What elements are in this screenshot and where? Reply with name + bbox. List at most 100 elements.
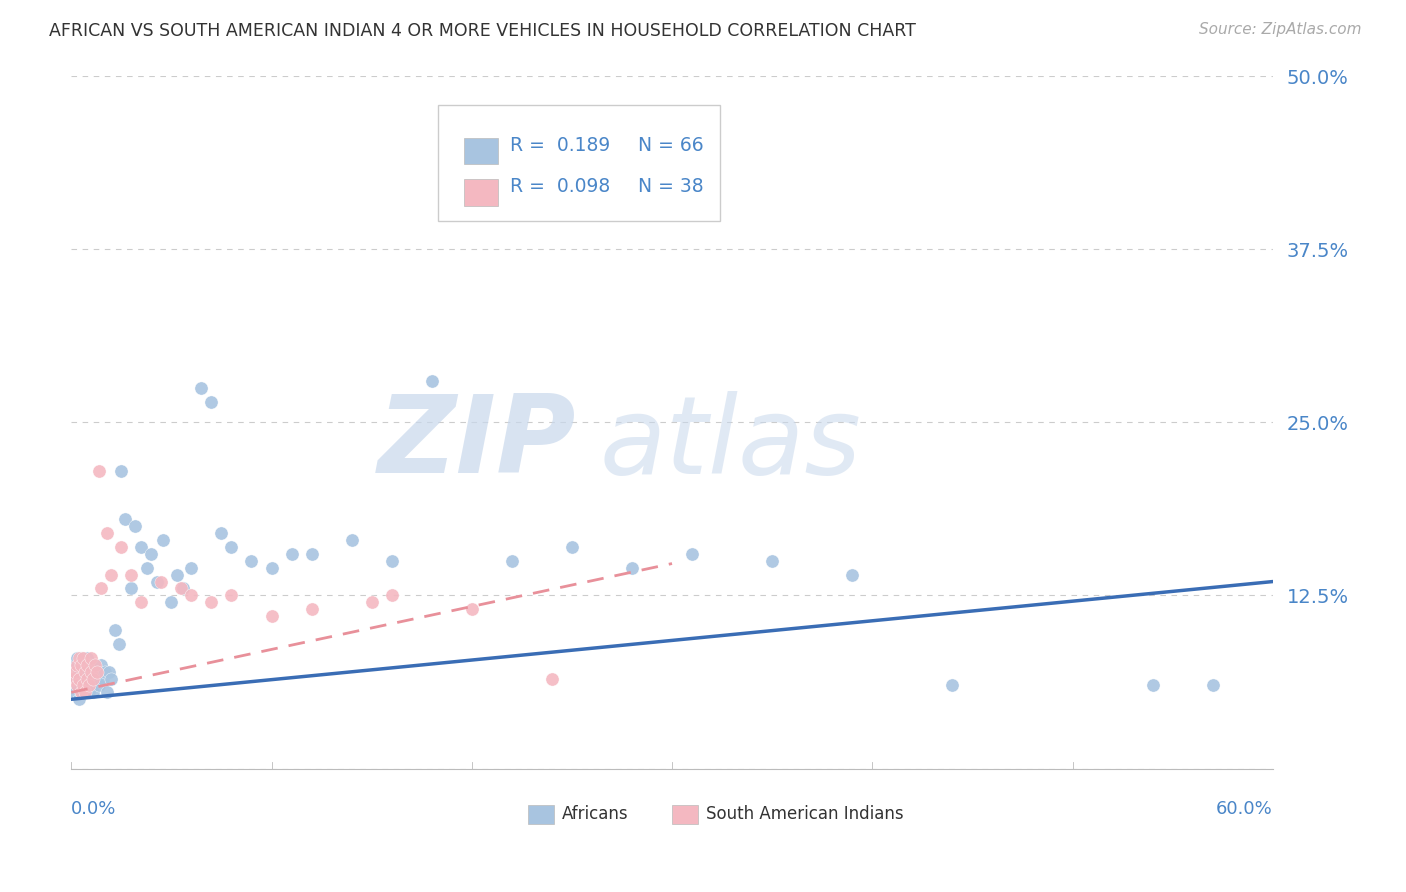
Point (70, 657, 93, 672)
Point (541, 672, 564, 686)
Point (200, 595, 222, 609)
Point (76, 672, 98, 686)
Text: 60.0%: 60.0% (1216, 800, 1272, 818)
Point (70, 672, 93, 686)
Point (66, 650, 89, 665)
Point (131, 595, 153, 609)
Point (66, 678, 89, 692)
Point (561, 540, 583, 554)
Point (67, 672, 90, 686)
Point (166, 567, 188, 582)
Point (75, 665, 97, 679)
Point (65, 685, 87, 699)
Point (75, 685, 97, 699)
Y-axis label: 4 or more Vehicles in Household: 4 or more Vehicles in Household (0, 288, 8, 557)
Point (76, 650, 98, 665)
Point (65, 657, 87, 672)
Text: ZIP: ZIP (378, 390, 576, 496)
Point (84, 665, 107, 679)
Point (120, 567, 142, 582)
Point (110, 540, 132, 554)
Point (1142, 678, 1164, 692)
Point (301, 602, 323, 616)
Point (200, 394, 222, 409)
Text: N = 66: N = 66 (638, 136, 704, 155)
Point (90, 657, 112, 672)
Text: Source: ZipAtlas.com: Source: ZipAtlas.com (1198, 22, 1361, 37)
Point (98, 665, 121, 679)
Point (84, 657, 107, 672)
Point (761, 554, 783, 568)
Point (146, 574, 169, 589)
Point (96, 685, 118, 699)
Point (72, 657, 94, 672)
Point (160, 595, 183, 609)
Point (141, 547, 163, 561)
Point (301, 547, 323, 561)
FancyBboxPatch shape (437, 105, 720, 221)
Point (381, 554, 404, 568)
Text: Africans: Africans (561, 805, 628, 822)
Bar (672, 805, 699, 824)
Point (70, 650, 93, 665)
Point (620, 560, 643, 574)
Point (89, 678, 111, 692)
Point (104, 623, 127, 637)
Point (65, 665, 87, 679)
Point (72, 678, 94, 692)
Point (77, 685, 100, 699)
Point (62, 672, 84, 686)
Point (172, 582, 194, 596)
Point (221, 540, 243, 554)
Point (681, 547, 703, 561)
Text: AFRICAN VS SOUTH AMERICAN INDIAN 4 OR MORE VEHICLES IN HOUSEHOLD CORRELATION CHA: AFRICAN VS SOUTH AMERICAN INDIAN 4 OR MO… (49, 22, 917, 40)
Point (70, 685, 93, 699)
Point (80, 678, 103, 692)
Point (80, 665, 103, 679)
Point (100, 672, 122, 686)
Point (150, 574, 173, 589)
Point (120, 582, 142, 596)
Point (280, 547, 302, 561)
Point (110, 464, 132, 478)
Point (76, 657, 98, 672)
Point (76, 672, 98, 686)
Text: N = 38: N = 38 (638, 178, 704, 196)
Point (77, 678, 100, 692)
Point (136, 560, 159, 574)
Text: R =  0.098: R = 0.098 (510, 178, 610, 196)
Point (67, 650, 90, 665)
Text: R =  0.189: R = 0.189 (510, 136, 610, 155)
Point (75, 665, 97, 679)
Point (77, 665, 100, 679)
Point (221, 588, 243, 602)
Point (100, 567, 122, 582)
Point (240, 554, 263, 568)
Text: atlas: atlas (600, 391, 862, 496)
Point (72, 678, 94, 692)
Point (461, 602, 484, 616)
Point (75, 685, 97, 699)
Bar (464, 137, 498, 164)
Point (66, 678, 89, 692)
Point (209, 526, 232, 541)
Point (360, 595, 382, 609)
Point (190, 381, 212, 395)
Point (86, 672, 108, 686)
Bar (464, 179, 498, 205)
Point (180, 588, 202, 602)
Point (170, 582, 193, 596)
Point (86, 665, 108, 679)
Point (1202, 678, 1225, 692)
Point (89, 464, 111, 478)
Point (131, 540, 153, 554)
Point (841, 567, 863, 582)
Point (91, 672, 114, 686)
Point (82, 685, 104, 699)
Point (96, 526, 118, 541)
Point (70, 685, 93, 699)
Point (180, 560, 202, 574)
Point (62, 672, 84, 686)
Point (381, 588, 404, 602)
Text: South American Indians: South American Indians (706, 805, 903, 822)
